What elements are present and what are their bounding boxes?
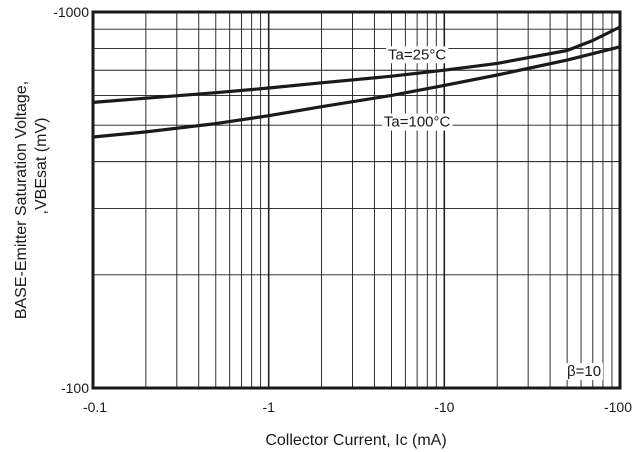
x-tick-label: -100 bbox=[604, 399, 632, 415]
series-line-1 bbox=[91, 25, 622, 105]
tick-labels: -0.1 -1 -10 -100 -1000 -100 bbox=[53, 4, 632, 415]
x-tick-label: -10 bbox=[434, 399, 454, 415]
x-tick-label: -1 bbox=[262, 399, 275, 415]
y-axis-title-line1: BASE-Emitter Saturation Voltage, bbox=[13, 81, 30, 319]
y-tick-label: -1000 bbox=[53, 4, 89, 20]
series-label-bg bbox=[381, 113, 453, 131]
y-axis-title-line2: ,VBEsat (mV) bbox=[33, 118, 50, 215]
x-axis-title: Collector Current, Ic (mA) bbox=[265, 432, 446, 449]
series-label-2: Ta=100°C bbox=[384, 114, 451, 131]
series-label-1: Ta=25°C bbox=[388, 46, 446, 63]
plot-frame bbox=[91, 10, 622, 390]
series-line-2 bbox=[91, 45, 622, 139]
series-label-bg bbox=[386, 46, 449, 64]
annotation-bg bbox=[565, 363, 604, 380]
series-layer bbox=[91, 25, 622, 139]
y-tick-label: -100 bbox=[61, 380, 89, 396]
beta-annotation: β=10 bbox=[567, 363, 601, 380]
grid bbox=[92, 11, 621, 389]
series-labels: Ta=25°C Ta=100°C bbox=[381, 46, 453, 131]
x-tick-label: -0.1 bbox=[83, 399, 107, 415]
